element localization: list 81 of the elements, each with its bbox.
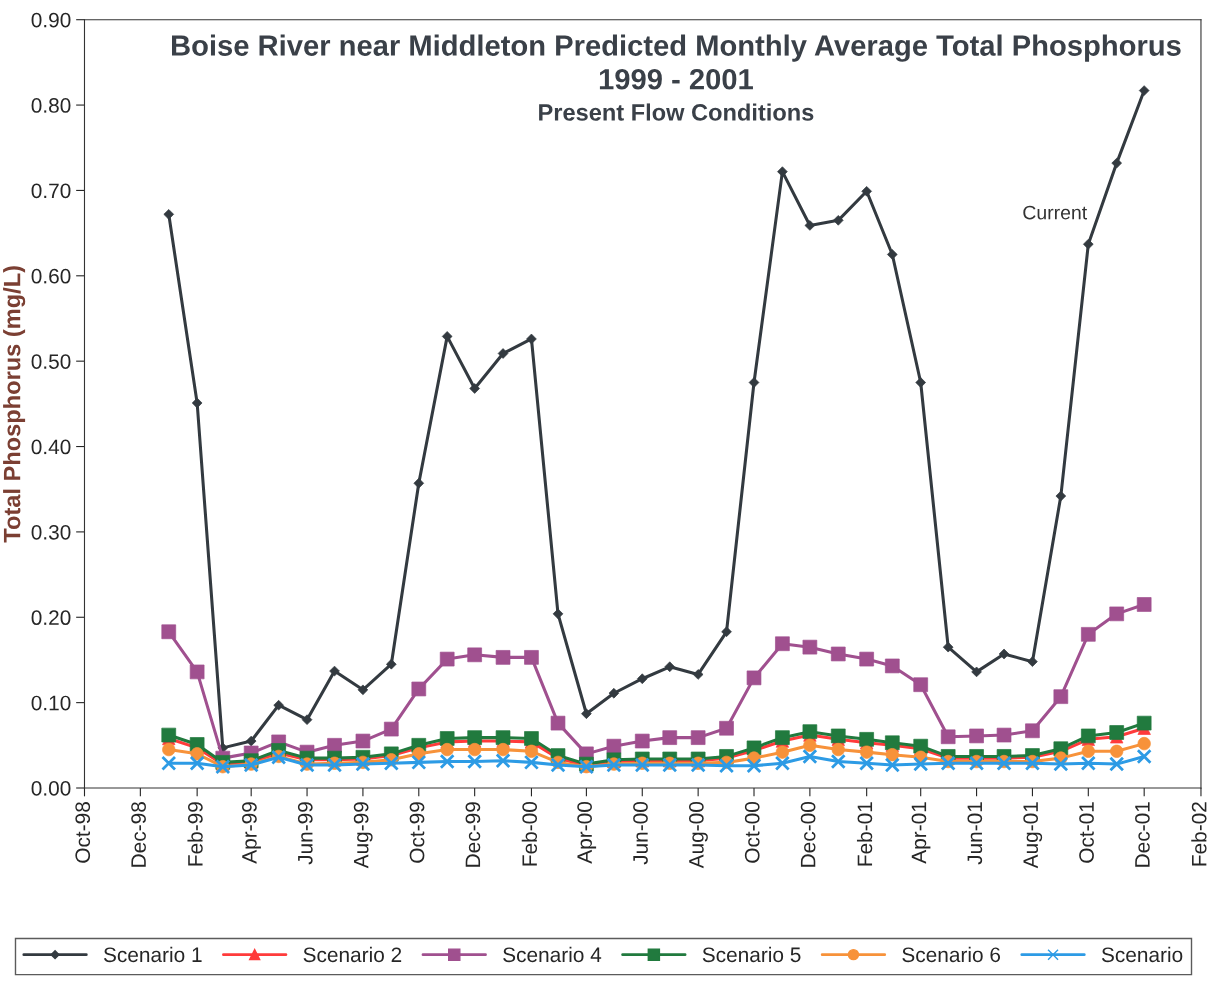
point: [802, 748, 818, 765]
point: [940, 729, 956, 745]
x-tick-label: Feb-02: [1191, 802, 1207, 866]
x-tick-label: Apr-99: [242, 802, 261, 864]
x-tick-label: Dec-01: [1135, 802, 1150, 867]
point: [1136, 715, 1152, 731]
point: [1136, 748, 1152, 765]
point: [884, 757, 900, 773]
point: [383, 755, 399, 771]
legend-label: Scenario 4: [503, 946, 602, 963]
point: [913, 756, 929, 772]
legend-label: Scenario 1: [103, 946, 202, 963]
x-tick-label: Oct-01: [1079, 802, 1094, 863]
point: [774, 755, 791, 771]
point: [1053, 689, 1069, 704]
y-tick-label: 0.70: [31, 183, 71, 199]
x-tick-label: Apr-00: [577, 802, 597, 864]
y-tick-label: 0.30: [31, 524, 71, 540]
x-tick-label: Dec-98: [131, 802, 146, 867]
y-tick-label: 0.00: [31, 781, 71, 796]
y-tick-label: 0.60: [31, 268, 71, 284]
point: [161, 755, 177, 771]
x-tick-label: Dec-99: [465, 802, 481, 867]
point: [550, 757, 566, 773]
point: [662, 730, 678, 745]
legend-label: Scenario 5: [702, 946, 801, 963]
x-tick-label: Feb-00: [521, 802, 538, 866]
point: [690, 730, 706, 745]
point: [718, 758, 735, 774]
point: [1109, 756, 1125, 772]
point: [746, 670, 762, 686]
point: [189, 664, 205, 680]
text: Present Flow Conditions: [539, 103, 814, 121]
point: [859, 732, 874, 747]
point: [830, 753, 846, 770]
point: [1081, 627, 1096, 642]
point: [1109, 606, 1124, 622]
point: [996, 727, 1012, 743]
point: [913, 677, 928, 692]
y-tick-label: 0.50: [31, 354, 71, 369]
point: [411, 754, 427, 771]
legend-label: Scenario 6: [902, 946, 1001, 963]
point: [495, 650, 511, 665]
point: [859, 755, 875, 771]
point: [355, 733, 371, 749]
point: [1025, 723, 1040, 739]
x-tick-label: Jun-99: [297, 802, 313, 865]
x-tick-label: Dec-00: [800, 802, 816, 867]
y-tick-label: 0.10: [31, 695, 71, 711]
x-tick-label: Jun-00: [633, 802, 648, 865]
point: [161, 624, 177, 640]
point: [467, 753, 483, 770]
point: [1080, 755, 1096, 771]
x-tick-label: Aug-99: [353, 802, 373, 869]
x-tick-label: Oct-00: [744, 802, 760, 863]
text: Boise River near Middleton Predicted Monthly Average Total Phosphorus 1999 - 2001: [172, 34, 1181, 90]
point: [189, 755, 205, 771]
point: [523, 754, 540, 771]
x-tick-label: Feb-99: [187, 802, 203, 866]
annotation: Current: [1023, 205, 1088, 220]
y-tick-label: 0.20: [31, 610, 71, 626]
y-tick-label: 0.40: [31, 439, 71, 455]
point: [830, 646, 846, 662]
x-tick-label: Aug-00: [688, 802, 708, 869]
point: [495, 753, 511, 769]
y-tick-label: 0.90: [31, 12, 71, 28]
legend-label: Scenario: [1101, 946, 1183, 963]
y-tick-label: 0.80: [31, 98, 71, 113]
x-tick-label: Aug-01: [1023, 802, 1043, 869]
x-tick-label: Feb-01: [856, 802, 873, 866]
point: [439, 753, 455, 770]
point: [746, 758, 762, 774]
y-axis-title: Total Phosphorus (mg/L): [3, 266, 26, 543]
x-tick-label: Jun-01: [967, 802, 983, 865]
point: [775, 636, 790, 652]
legend-label: Scenario 2: [303, 946, 402, 963]
point: [1053, 756, 1069, 772]
point: [802, 724, 818, 739]
x-tick-label: Oct-99: [409, 802, 425, 863]
x-tick-label: Oct-98: [75, 802, 91, 863]
x-tick-label: Apr-01: [911, 802, 931, 864]
